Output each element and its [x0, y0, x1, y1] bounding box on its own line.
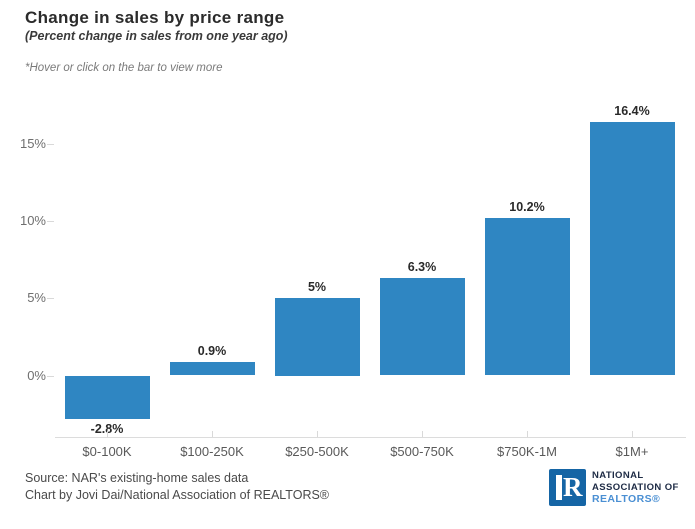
- y-axis-tick-label: 0%: [27, 367, 46, 383]
- chart-subtitle: (Percent change in sales from one year a…: [25, 29, 288, 43]
- y-axis-tick-mark: [47, 375, 54, 377]
- source-line: Source: NAR's existing-home sales data: [25, 471, 249, 485]
- x-axis-line: [55, 437, 686, 438]
- x-axis-tick-mark: [632, 431, 633, 437]
- bar[interactable]: [274, 298, 360, 376]
- x-axis-tick-label: $1M+: [615, 444, 649, 459]
- logo-line3: REALTORS®: [592, 493, 661, 505]
- bar-value-label: -2.8%: [90, 421, 124, 436]
- bar-value-label: 10.2%: [509, 199, 545, 214]
- x-axis-tick-label: $750K-1M: [497, 444, 557, 459]
- credit-line: Chart by Jovi Dai/National Association o…: [25, 488, 330, 502]
- logo-line1: NATIONAL: [592, 470, 644, 481]
- bar-value-label: 0.9%: [197, 343, 227, 358]
- y-axis-tick-label: 15%: [19, 135, 46, 151]
- nar-logo-text: NATIONAL ASSOCIATION OF REALTORS®: [592, 469, 679, 505]
- chart-footer: Source: NAR's existing-home sales data C…: [25, 470, 329, 504]
- logo-line2: ASSOCIATION OF: [592, 481, 679, 493]
- x-axis-tick-label: $0-100K: [82, 444, 132, 459]
- x-axis-tick-mark: [212, 431, 213, 437]
- nar-logo-icon: R: [549, 469, 586, 506]
- x-axis-tick-label: $100-250K: [180, 444, 244, 459]
- bar-value-label: 5%: [307, 280, 327, 295]
- y-axis-tick-mark: [47, 143, 54, 145]
- y-axis-tick-label: 10%: [19, 213, 46, 228]
- x-axis-tick-mark: [107, 431, 108, 437]
- hover-note: *Hover or click on the bar to view more: [25, 62, 223, 74]
- bar[interactable]: [64, 375, 150, 419]
- nar-logo-bar: [556, 475, 562, 500]
- y-axis-tick-label: 5%: [27, 290, 46, 306]
- bar[interactable]: [379, 278, 465, 376]
- y-axis-tick-mark: [47, 221, 54, 222]
- nar-logo-r: R: [563, 472, 583, 502]
- bar-value-label: 6.3%: [407, 260, 437, 275]
- x-axis-tick-label: $500-750K: [390, 444, 454, 459]
- x-axis-tick-label: $250-500K: [285, 444, 349, 459]
- x-axis-tick-mark: [422, 431, 423, 437]
- bar[interactable]: [169, 361, 255, 376]
- x-axis-tick-mark: [527, 431, 528, 437]
- x-axis-tick-mark: [317, 431, 318, 437]
- y-axis-tick-mark: [47, 298, 54, 300]
- bar-value-label: 16.4%: [614, 104, 650, 119]
- nar-logo: R NATIONAL ASSOCIATION OF REALTORS®: [549, 469, 679, 506]
- bar[interactable]: [589, 122, 675, 376]
- chart-title: Change in sales by price range: [25, 8, 285, 27]
- bar[interactable]: [484, 217, 570, 376]
